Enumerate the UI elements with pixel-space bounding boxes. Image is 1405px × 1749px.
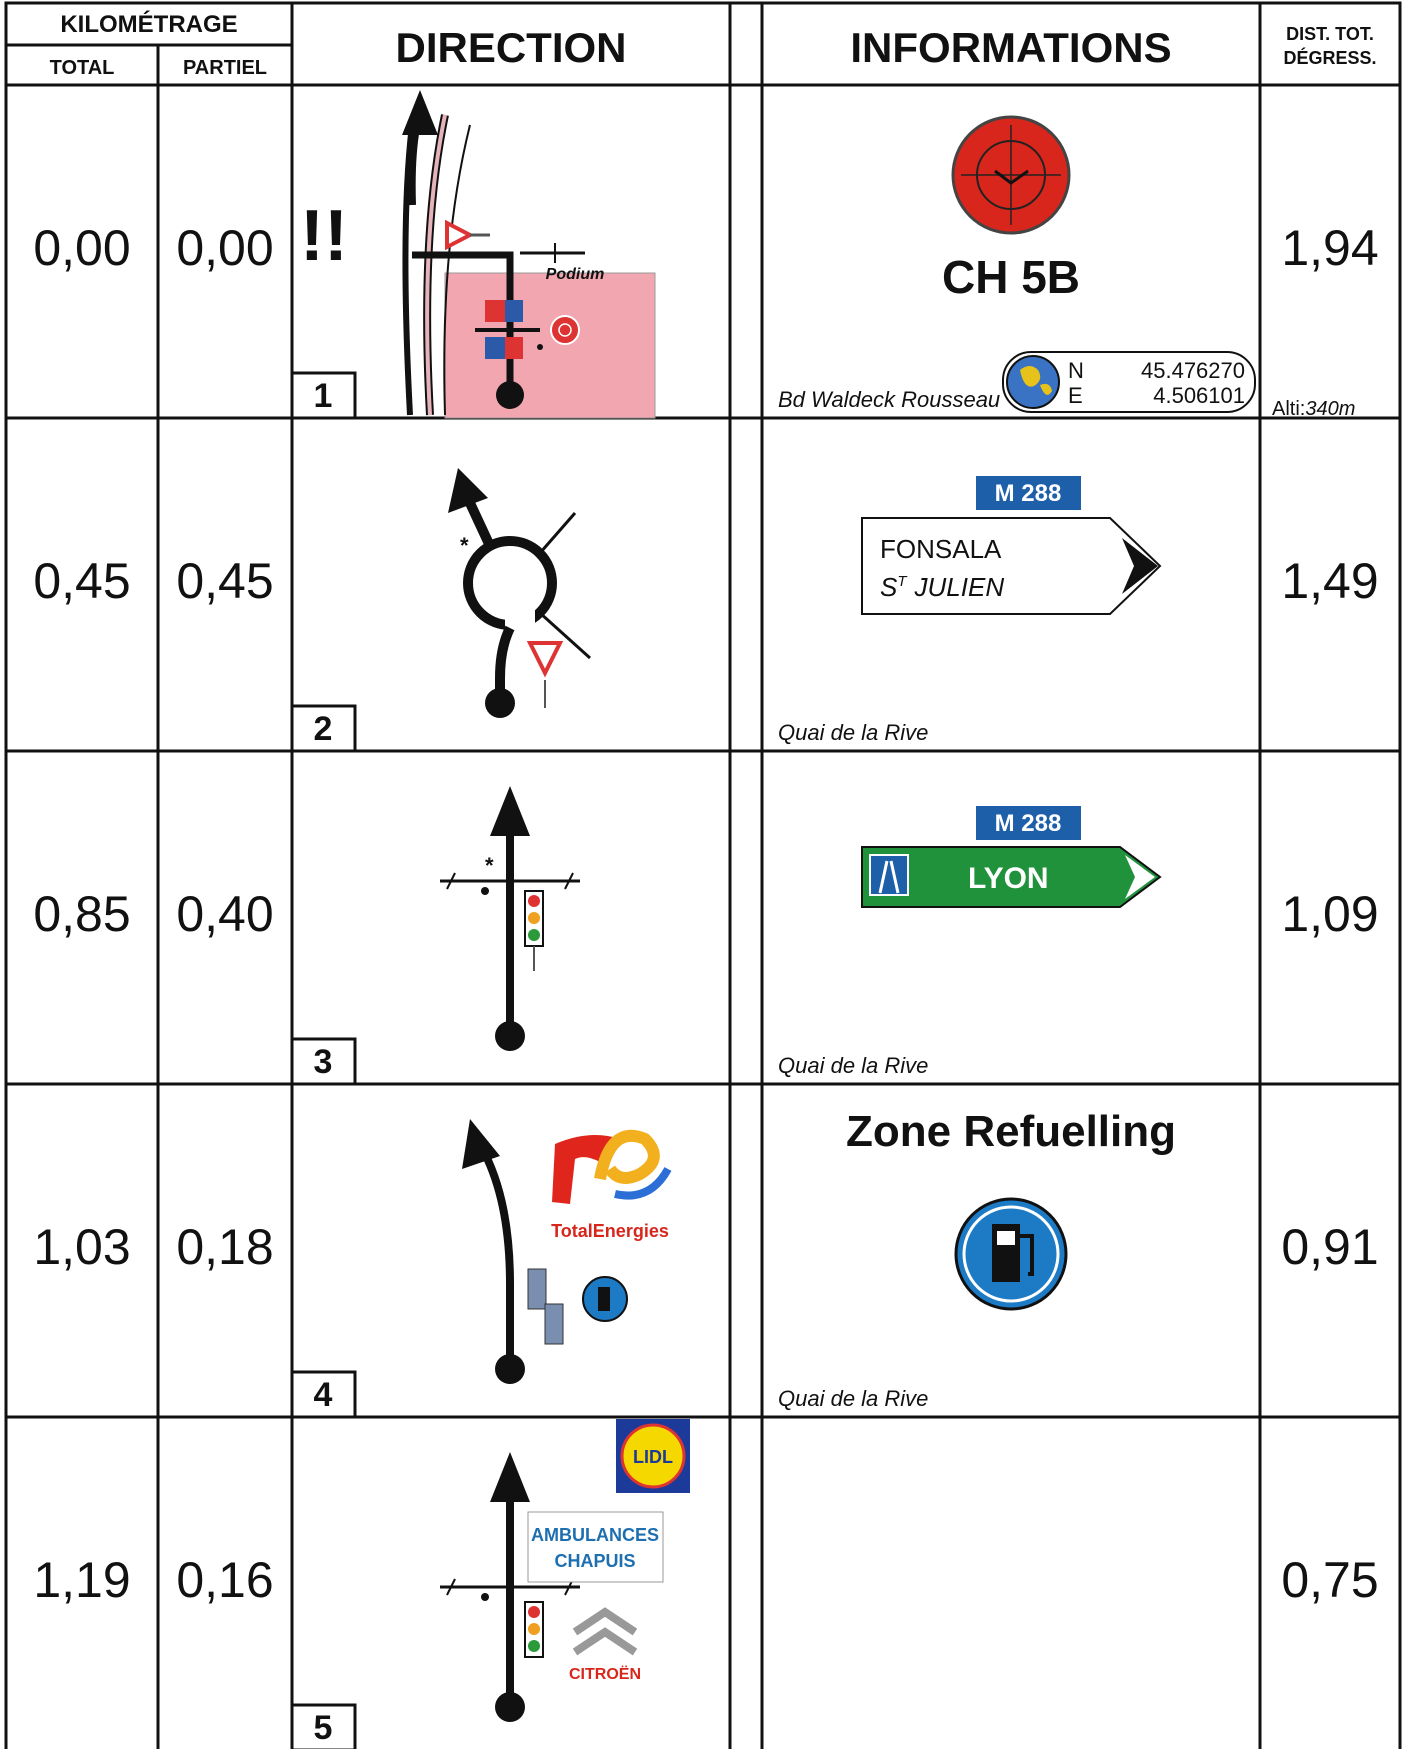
total: 0,00 xyxy=(33,220,130,276)
row: 1,03 0,18 4 TotalEnergies Zone Refuellin… xyxy=(33,1107,1379,1419)
road-badge xyxy=(976,806,1081,840)
road-number: M 288 xyxy=(995,810,1062,837)
dist: 0,75 xyxy=(1281,1552,1378,1608)
total: 0,45 xyxy=(33,553,130,609)
total: 1,19 xyxy=(33,1552,130,1608)
info-title: Zone Refuelling xyxy=(846,1107,1176,1156)
lat-label: N xyxy=(1068,358,1084,383)
clock-icon xyxy=(951,115,1071,235)
street: Quai de la Rive xyxy=(778,1386,928,1411)
header-dist-1: DIST. TOT. xyxy=(1286,24,1374,44)
direction-diagram xyxy=(462,1119,672,1384)
header-partiel: PARTIEL xyxy=(183,57,267,79)
fuel-icon xyxy=(954,1197,1068,1311)
svg-text:*: * xyxy=(460,533,469,558)
street: Bd Waldeck Rousseau xyxy=(778,387,1000,412)
partiel: 0,40 xyxy=(176,886,273,942)
motorway-icon xyxy=(869,854,909,896)
row-number: 4 xyxy=(314,1376,333,1414)
ambulance-line2: CHAPUIS xyxy=(554,1551,635,1571)
gps-pill xyxy=(1002,351,1256,413)
direction-sign xyxy=(861,846,1162,908)
table-grid xyxy=(4,1,1402,1749)
row: 0,45 0,45 2 * M 288 FONSALA ST JULIEN Qua… xyxy=(33,468,1379,753)
direction-diagram: * xyxy=(448,468,592,718)
sign-s: S xyxy=(880,572,898,602)
sign-arrow xyxy=(1125,855,1155,899)
partiel: 0,16 xyxy=(176,1552,273,1608)
row-number-box xyxy=(290,1037,357,1086)
dist: 1,09 xyxy=(1281,886,1378,942)
podium-label: Podium xyxy=(546,266,605,283)
direction-diagram xyxy=(440,1419,690,1722)
brand-logo: CITROËN xyxy=(569,1665,641,1683)
dist: 1,94 xyxy=(1281,220,1378,276)
direction-diagram xyxy=(402,90,656,419)
alti-value: 340m xyxy=(1305,398,1355,420)
partiel: 0,00 xyxy=(176,220,273,276)
sign-destination: LYON xyxy=(968,862,1049,895)
partiel: 0,18 xyxy=(176,1219,273,1275)
header-dist-2: DÉGRESS. xyxy=(1283,47,1376,68)
ambulance-line1: AMBULANCES xyxy=(531,1525,659,1545)
direction-sign xyxy=(861,517,1162,615)
street: Quai de la Rive xyxy=(778,1053,928,1078)
row-number: 5 xyxy=(314,1709,333,1747)
row-number-box xyxy=(290,1370,357,1419)
info-title: CH 5B xyxy=(942,251,1080,303)
altitude: Alti:340m xyxy=(1272,398,1355,420)
lon: 4.506101 xyxy=(1153,383,1245,408)
direction-diagram: * xyxy=(440,786,580,1051)
row: 1,19 0,16 5 LIDL AMBULANCES CHAPUIS CITR… xyxy=(33,1419,1379,1749)
lat: 45.476270 xyxy=(1141,358,1245,383)
sign-sup: T xyxy=(897,573,908,590)
road-number: M 288 xyxy=(995,480,1062,507)
row-number: 1 xyxy=(314,377,333,415)
dist: 1,49 xyxy=(1281,553,1378,609)
dist: 0,91 xyxy=(1281,1219,1378,1275)
row-number-box xyxy=(290,371,357,420)
sign-line2: ST JULIEN xyxy=(880,572,1004,602)
total: 0,85 xyxy=(33,886,130,942)
header-total: TOTAL xyxy=(50,57,115,79)
header-informations: INFORMATIONS xyxy=(850,24,1171,71)
row-number: 3 xyxy=(314,1043,333,1081)
row-number-box xyxy=(290,704,357,753)
header-kilometrage: KILOMÉTRAGE xyxy=(60,10,237,38)
shop-logo: LIDL xyxy=(633,1447,673,1467)
partiel: 0,45 xyxy=(176,553,273,609)
header-direction: DIRECTION xyxy=(396,24,627,71)
lon-label: E xyxy=(1068,383,1083,408)
sign-line1: FONSALA xyxy=(880,534,1002,564)
row-number-box xyxy=(290,1703,357,1749)
alti-label: Alti: xyxy=(1272,398,1305,420)
row: 0,85 0,40 3 * M 288 LYON Quai de la Rive… xyxy=(33,786,1379,1086)
row-number: 2 xyxy=(314,710,333,748)
motorway-lanes xyxy=(878,860,900,894)
svg-text:*: * xyxy=(485,853,494,878)
total: 1,03 xyxy=(33,1219,130,1275)
brand-logo: TotalEnergies xyxy=(551,1221,669,1241)
row: 0,00 0,00 1 !! Podium xyxy=(33,90,1379,420)
road-badge xyxy=(976,476,1081,510)
street: Quai de la Rive xyxy=(778,720,928,745)
sign-rest: JULIEN xyxy=(914,572,1005,602)
warning: !! xyxy=(300,196,348,276)
sign-arrow xyxy=(1122,538,1158,594)
globe-land xyxy=(1020,366,1052,395)
